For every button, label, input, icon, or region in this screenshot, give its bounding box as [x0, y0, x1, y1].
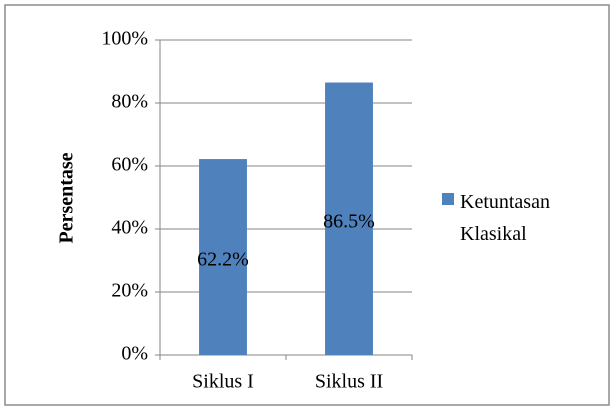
data-label: 86.5%: [323, 210, 375, 232]
chart-frame: [4, 4, 610, 406]
x-tick-label: Siklus I: [192, 371, 254, 393]
bar: [199, 159, 247, 355]
y-tick-label: 80%: [111, 91, 148, 113]
x-tick-label: Siklus II: [315, 371, 383, 393]
y-tick-label: 40%: [111, 217, 148, 239]
y-tick-label: 60%: [111, 154, 148, 176]
legend-swatch: [442, 193, 454, 205]
legend-label: Ketuntasan Klasikal: [460, 191, 550, 245]
bar: [325, 82, 373, 356]
y-axis-label: Persentase: [56, 152, 78, 243]
y-tick-label: 0%: [121, 343, 148, 365]
y-tick-label: 100%: [101, 28, 148, 50]
data-label: 62.2%: [197, 249, 249, 271]
y-tick-label: 20%: [111, 280, 148, 302]
